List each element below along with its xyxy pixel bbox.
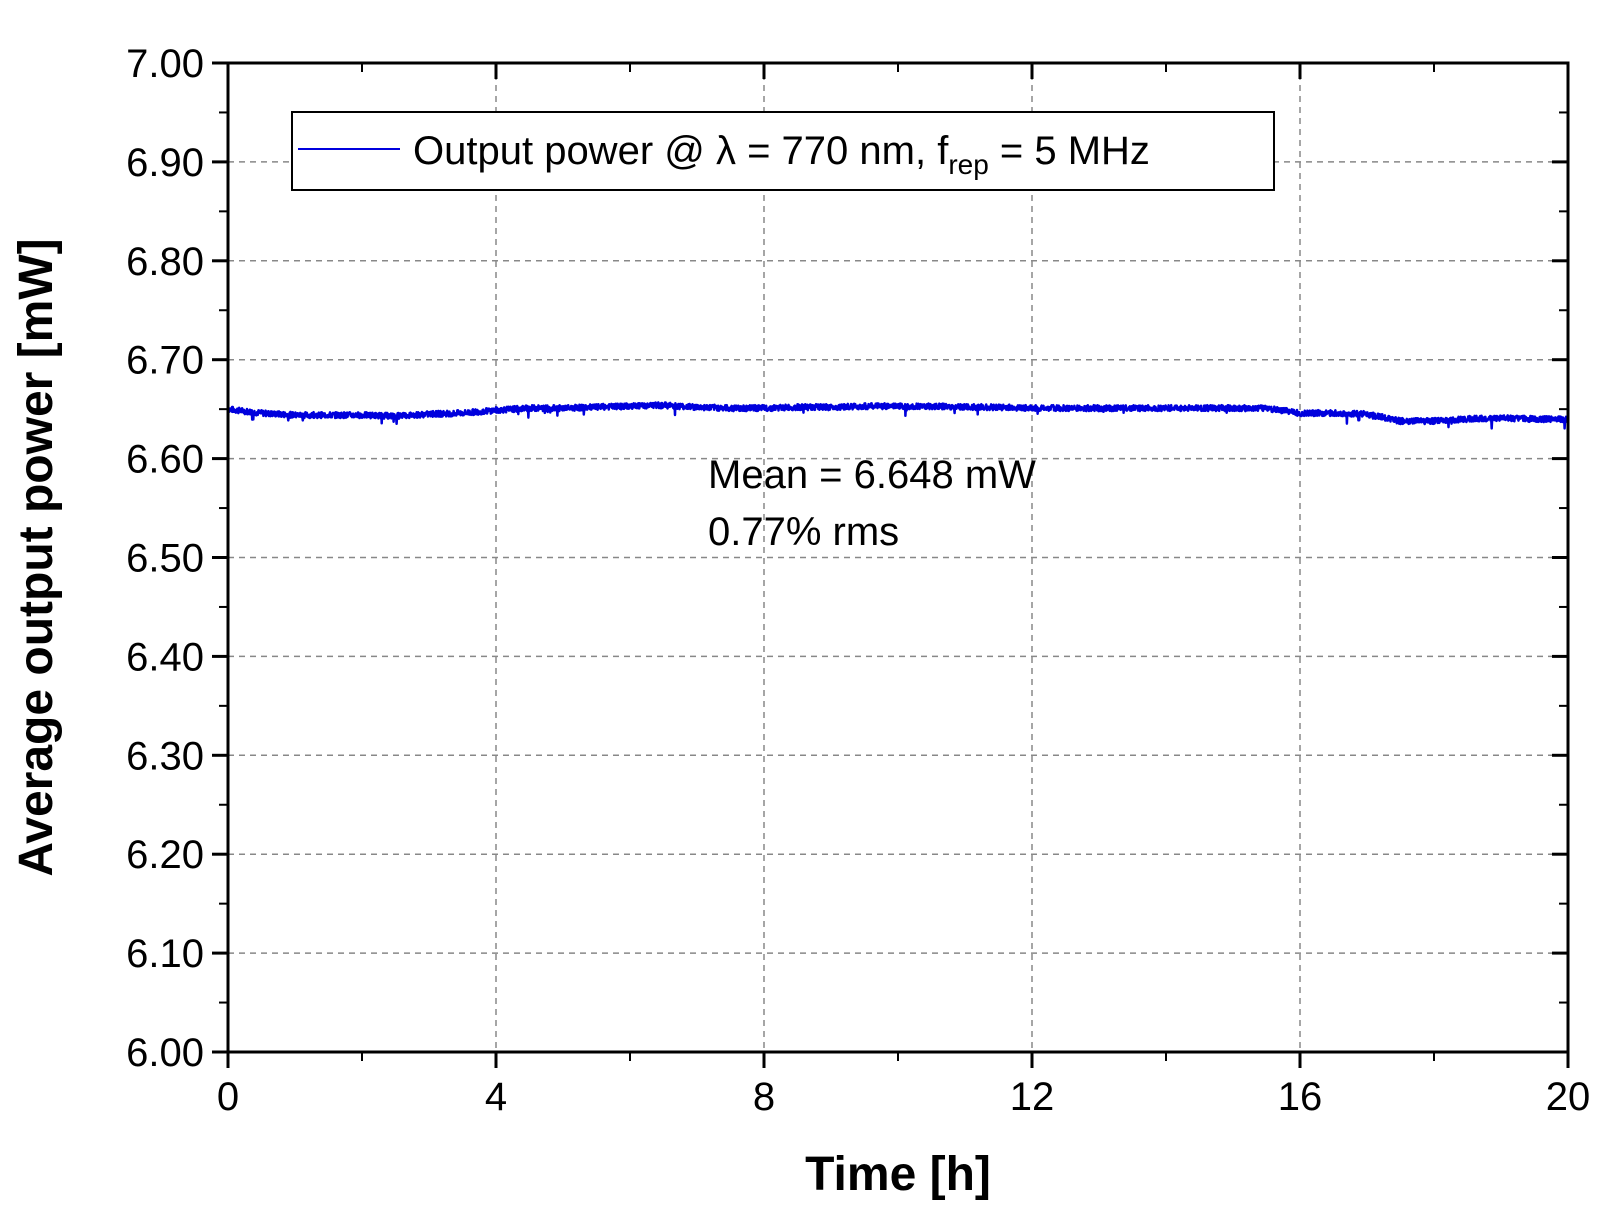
x-tick-label: 16 [1278, 1075, 1323, 1119]
legend-label: Output power @ λ = 770 nm, frep = 5 MHz [413, 129, 1150, 180]
y-tick-label: 6.00 [126, 1031, 204, 1075]
y-tick-label: 6.80 [126, 240, 204, 284]
legend-label-main: Output power @ λ = 770 nm, f [413, 129, 949, 173]
y-tick-label: 6.30 [126, 734, 204, 778]
ticks [212, 61, 1570, 1068]
y-tick-label: 6.50 [126, 537, 204, 581]
y-tick-label: 6.70 [126, 339, 204, 383]
legend-label-subscript: rep [948, 149, 988, 180]
x-tick-label: 0 [217, 1075, 239, 1119]
y-tick-label: 6.10 [126, 932, 204, 976]
y-tick-label: 7.00 [126, 42, 204, 86]
x-tick-label: 8 [753, 1075, 775, 1119]
legend: Output power @ λ = 770 nm, frep = 5 MHz [291, 111, 1275, 191]
legend-label-tail: = 5 MHz [989, 129, 1150, 173]
y-tick-label: 6.60 [126, 438, 204, 482]
y-tick-label: 6.40 [126, 635, 204, 679]
x-tick-label: 20 [1546, 1075, 1591, 1119]
annotation-rms: 0.77% rms [708, 510, 899, 554]
y-tick-label: 6.90 [126, 141, 204, 185]
legend-box [291, 111, 1275, 191]
x-axis-title: Time [h] [805, 1148, 991, 1201]
grid [228, 63, 1568, 1052]
y-tick-label: 6.20 [126, 833, 204, 877]
x-tick-label: 12 [1010, 1075, 1055, 1119]
series-line [226, 401, 1570, 430]
annotation-mean: Mean = 6.648 mW [708, 453, 1036, 497]
tick-labels: 6.00 6.10 6.20 6.30 6.40 6.50 6.60 6.70 6.80 6.90… [126, 42, 1590, 1119]
y-axis-title: Average output power [mW] [10, 238, 63, 876]
series-layer [226, 401, 1570, 430]
x-tick-label: 4 [485, 1075, 507, 1119]
